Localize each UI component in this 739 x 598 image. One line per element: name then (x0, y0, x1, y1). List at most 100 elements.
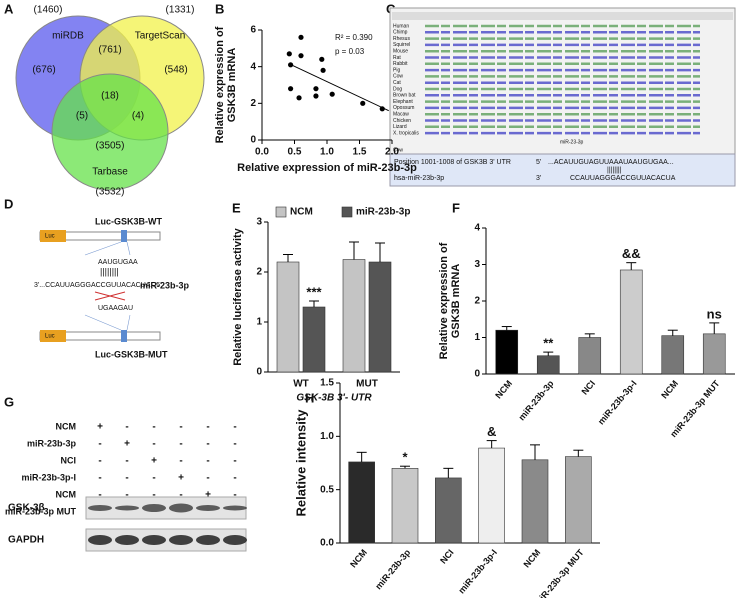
sign: + (124, 439, 130, 450)
site-box (389, 153, 736, 187)
bar (342, 259, 366, 373)
panel-letter: D (4, 196, 13, 211)
significance: ** (543, 336, 554, 351)
mirna-name: miR-23b-3p (140, 280, 190, 290)
sign: - (98, 439, 101, 450)
y-tick-label: 4 (474, 223, 480, 234)
y-tick-label: 1.5 (320, 378, 334, 389)
guide (84, 241, 122, 256)
significance: *** (306, 284, 322, 299)
sign: - (206, 422, 209, 433)
bar (536, 355, 560, 375)
point (288, 62, 294, 68)
bar (702, 333, 726, 375)
sign: - (152, 473, 155, 484)
region-count: (4) (132, 111, 144, 122)
bar (348, 461, 375, 544)
species-name: Cat (393, 80, 401, 86)
y-tick-label: 1 (256, 317, 262, 328)
species-name: Pig (393, 67, 400, 73)
x-tick-label: 0.5 (288, 147, 302, 158)
sign: - (206, 456, 209, 467)
x-axis-label: GSK-3B 3'- UTR (296, 393, 372, 404)
point (298, 53, 304, 59)
band (169, 503, 193, 513)
band (142, 504, 166, 512)
y-tick-label: 1.0 (320, 431, 334, 442)
mirna-label: miR-23-3p (560, 139, 584, 145)
bar (495, 329, 519, 375)
y-tick-label: 0.0 (320, 538, 334, 549)
sign: - (98, 473, 101, 484)
target-seq: ...ACAUUGUAGUUAAAUAAUGUGAA... (548, 159, 674, 166)
y-tick-label: 0.5 (320, 484, 334, 495)
luc-box (40, 330, 66, 342)
x-tick-label: NCM (493, 378, 514, 400)
band (196, 505, 220, 511)
luc-label: Luc (45, 334, 55, 340)
region-count: (3505) (96, 141, 125, 152)
guide (126, 314, 131, 331)
bar (276, 261, 300, 373)
legend-swatch (275, 206, 287, 218)
sign: - (206, 473, 209, 484)
bar (578, 337, 602, 375)
point (320, 67, 326, 73)
point (296, 95, 302, 101)
significance: & (487, 424, 496, 439)
species-name: Chimp (393, 30, 408, 36)
sign: - (179, 422, 182, 433)
sign: - (233, 473, 236, 484)
point (298, 34, 304, 40)
x-tick-label: WT (293, 379, 309, 390)
mirna-name: hsa-miR-23b-3p (394, 175, 444, 182)
sign: - (233, 456, 236, 467)
panel-letter: B (215, 1, 224, 16)
trendline (291, 64, 389, 112)
y-tick-label: 0 (474, 369, 480, 380)
y-tick-label: 2 (474, 296, 480, 307)
set-total: (1331) (166, 5, 195, 16)
site (121, 230, 127, 242)
bar (521, 459, 549, 544)
bar (368, 261, 392, 373)
y-tick-label: 4 (250, 61, 256, 72)
significance: * (402, 450, 408, 465)
x-tick-label: MUT (356, 379, 378, 390)
band (196, 535, 220, 545)
mirna-seq: 3'...CCAUUAGGGACCGUUACACUA...5' (34, 282, 162, 289)
bar (435, 477, 462, 544)
panel-letter: H (305, 390, 314, 405)
condition-label: miR-23b-3p (27, 438, 77, 448)
point (288, 86, 294, 92)
band (142, 535, 166, 545)
set-name: Tarbase (92, 167, 128, 178)
species-name: Macaw (393, 112, 409, 118)
site-seq: AAUGUGAA (98, 259, 138, 266)
sign: - (98, 456, 101, 467)
sign: - (152, 422, 155, 433)
legend-swatch (341, 206, 353, 218)
sign: - (206, 439, 209, 450)
condition-label: NCM (56, 421, 77, 431)
sign: - (179, 490, 182, 501)
x-tick-label: 0.0 (255, 147, 269, 158)
species-name: Brown bat (393, 93, 416, 99)
species-name: Dog (393, 86, 402, 92)
bar (619, 269, 643, 375)
bar (391, 468, 419, 544)
x-tick-label: NCM (522, 547, 543, 569)
region-count: (18) (101, 91, 119, 102)
x-tick-label: 1.0 (320, 147, 334, 158)
sign: - (125, 473, 128, 484)
set-total: (3532) (96, 187, 125, 198)
panel-letter: A (4, 1, 14, 16)
species-name: X. tropicalis (393, 130, 419, 136)
y-axis-label: Relative expression of (214, 26, 226, 143)
species-name: Human (393, 23, 409, 29)
y-axis-label: Relative intensity (293, 409, 308, 517)
annotation: p = 0.03 (335, 47, 365, 56)
point (319, 56, 325, 62)
significance: ns (707, 306, 722, 321)
x-tick-label: miR-23b-3p-I (456, 547, 499, 595)
